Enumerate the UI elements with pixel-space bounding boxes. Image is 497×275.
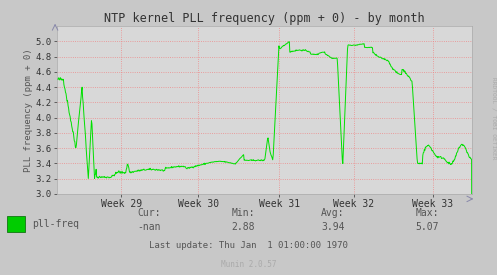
Text: -nan: -nan — [137, 222, 161, 232]
Text: pll-freq: pll-freq — [32, 219, 80, 229]
Text: 5.07: 5.07 — [415, 222, 439, 232]
Text: 2.88: 2.88 — [232, 222, 255, 232]
Text: RRDTOOL / TOBI OETIKER: RRDTOOL / TOBI OETIKER — [491, 77, 496, 160]
Y-axis label: PLL frequency (ppm + 0): PLL frequency (ppm + 0) — [24, 48, 33, 172]
Title: NTP kernel PLL frequency (ppm + 0) - by month: NTP kernel PLL frequency (ppm + 0) - by … — [104, 12, 425, 25]
Text: Max:: Max: — [415, 208, 439, 218]
Text: Last update: Thu Jan  1 01:00:00 1970: Last update: Thu Jan 1 01:00:00 1970 — [149, 241, 348, 249]
Text: Min:: Min: — [232, 208, 255, 218]
Text: Munin 2.0.57: Munin 2.0.57 — [221, 260, 276, 269]
Text: 3.94: 3.94 — [321, 222, 345, 232]
Text: Cur:: Cur: — [137, 208, 161, 218]
Bar — [7, 216, 25, 232]
Text: Avg:: Avg: — [321, 208, 345, 218]
